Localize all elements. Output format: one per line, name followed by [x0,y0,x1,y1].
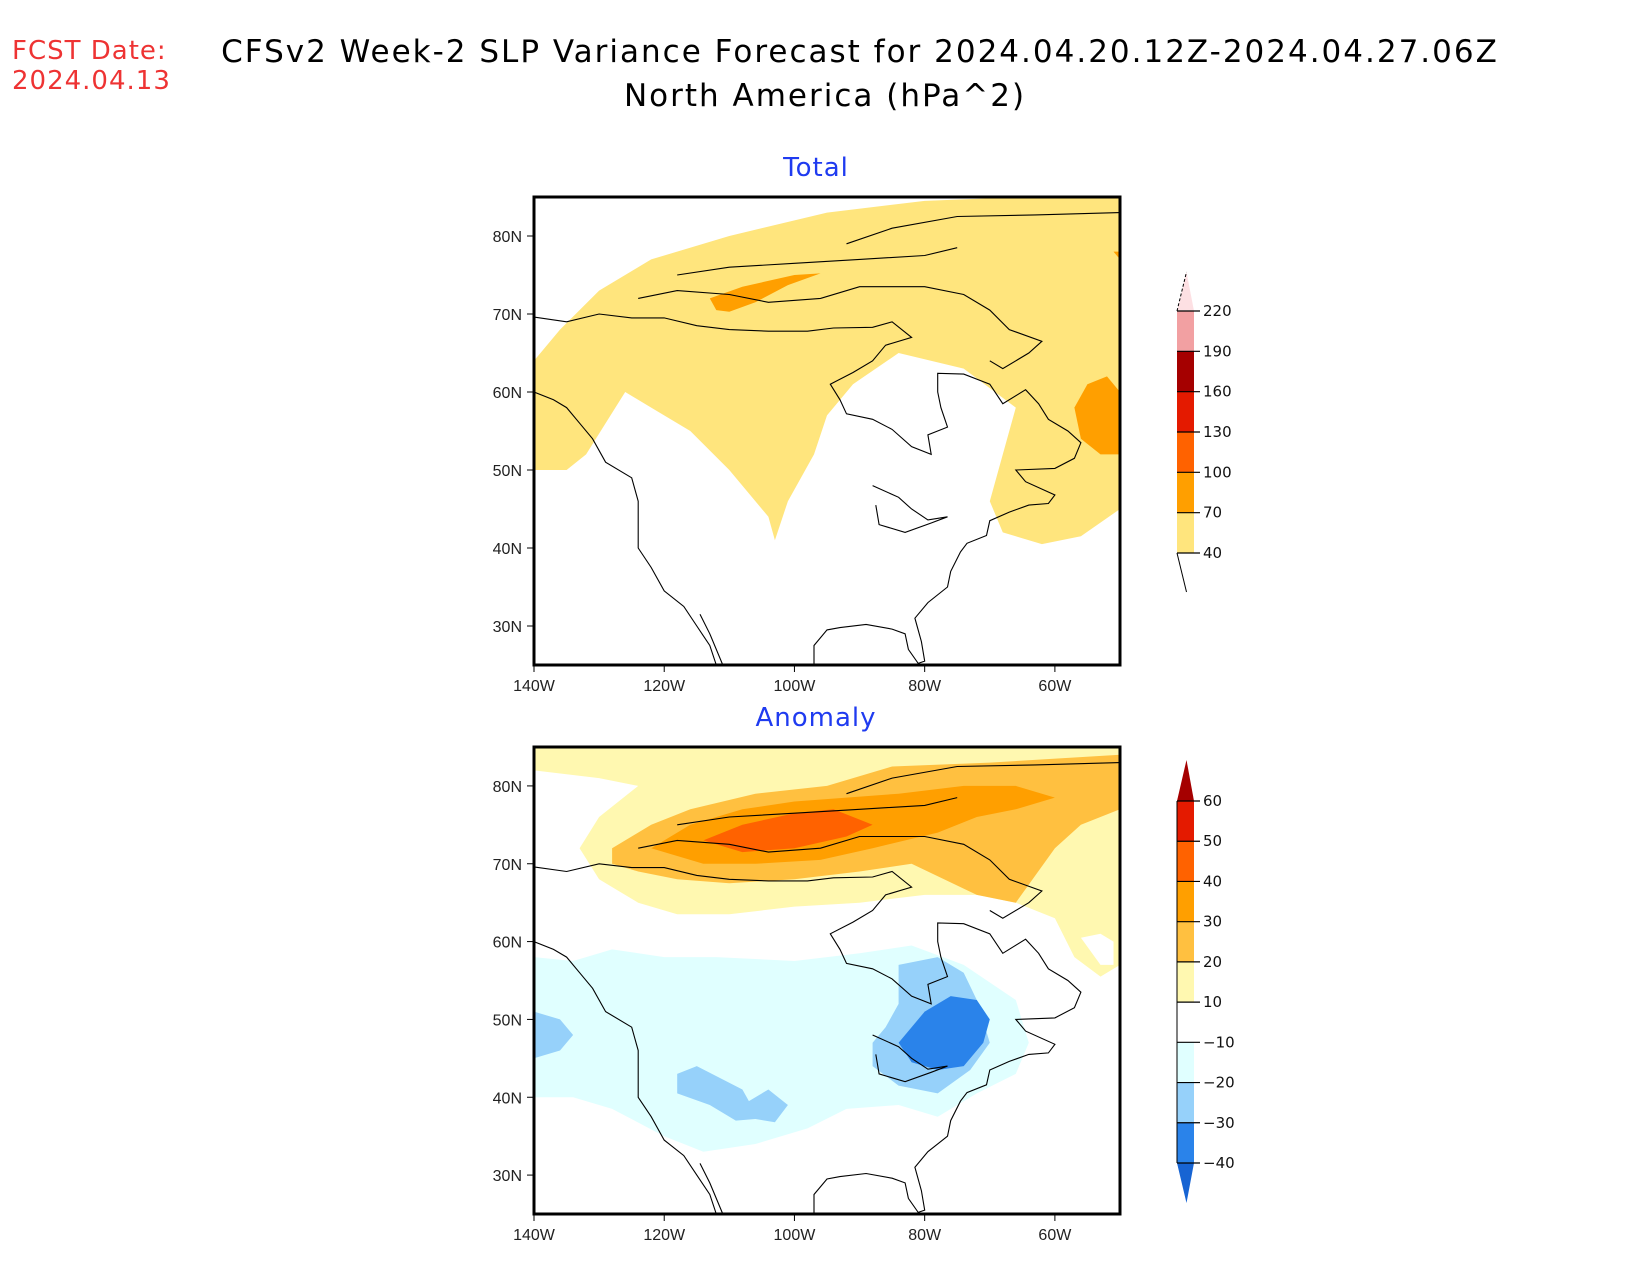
colorbar-bin [1177,351,1194,392]
main-title: CFSv2 Week-2 SLP Variance Forecast for 2… [221,34,1499,70]
colorbar-label: −20 [1203,1074,1235,1092]
colorbar-bin [1177,311,1194,352]
colorbar-label: 220 [1203,302,1232,320]
coastline [872,485,948,533]
map-shading [534,747,1120,1214]
colorbar-bin [1177,1122,1194,1163]
coastline [534,863,1082,1214]
map-frame [532,195,1122,667]
colorbar-label: 160 [1203,383,1232,401]
lon-tick-label: 120W [643,1227,686,1244]
colorbar-bin [1177,391,1194,432]
fcst-date-value: 2024.04.13 [12,66,171,96]
colorbar-bin [1177,1082,1194,1123]
coastline [534,941,717,1214]
lat-tick-label: 60N [493,385,522,402]
colorbar-label: 60 [1203,792,1222,810]
colorbar-bottom-edge [1176,552,1187,593]
coastline [677,797,958,826]
contour-fill [709,273,821,312]
lon-tick-label: 80W [908,678,942,695]
lat-tick-label: 30N [493,619,522,636]
lon-tick-label: 100W [774,678,817,695]
lon-tick-label: 60W [1038,1227,1072,1244]
contour-fill [534,197,1120,545]
colorbar-bin [1177,801,1194,842]
colorbar-bin [1177,961,1194,1003]
lon-tick-label: 140W [513,1227,556,1244]
colorbar-label: 100 [1203,463,1232,481]
colorbar-bin [1177,921,1194,962]
panel-title-anomaly: Anomaly [755,703,877,733]
colorbar-bin [1177,1002,1194,1043]
lon-tick-label: 120W [643,678,686,695]
lon-tick-label: 80W [908,1227,942,1244]
fcst-date-label: FCST Date: [12,36,167,66]
lat-tick-label: 60N [493,935,522,952]
colorbar-label: 40 [1203,544,1222,562]
panel-title-total: Total [783,153,849,183]
lon-tick-label: 140W [513,678,556,695]
contour-fill [1113,251,1120,260]
lat-tick-label: 30N [493,1168,522,1185]
colorbar-label: 40 [1203,872,1222,890]
contour-fill [898,996,990,1070]
coastline [846,212,1120,245]
colorbar-bin [1177,1042,1194,1083]
colorbar-bin [1177,432,1194,473]
coastline [638,286,1043,370]
lat-tick-label: 70N [493,857,522,874]
contour-fill [1080,933,1114,965]
lat-tick-label: 40N [493,541,522,558]
colorbar-label: 50 [1203,832,1222,850]
colorbar-top-edge [1176,271,1187,312]
colorbar-total: 40 70 100 130 160 190 220 [1176,271,1232,593]
lon-tick-label: 60W [1038,678,1072,695]
contour-fill [677,1066,788,1123]
lat-tick-label: 80N [493,779,522,796]
colorbar-anomaly: −40 −30 −20 −10 10 20 30 40 50 60 [1176,760,1235,1203]
colorbar-label: 130 [1203,423,1232,441]
colorbar-label: 190 [1203,342,1232,360]
colorbar-bin [1177,472,1194,513]
lat-tick-label: 70N [493,307,522,324]
colorbar-label: 20 [1203,953,1222,971]
lat-tick-label: 80N [493,229,522,246]
lat-tick-label: 40N [493,1090,522,1107]
contour-fill [703,809,873,853]
colorbar-bin [1177,881,1194,922]
colorbar-bottom-triangle [1177,1163,1194,1203]
colorbar-bin [1177,841,1194,882]
coastline [677,247,958,276]
colorbar-bin [1177,512,1194,553]
coastline [638,835,1043,919]
total-map: 80N 70N 60N 50N 40N 30N 140W 120W 100W 80W 60W 40 70… [493,195,1232,695]
colorbar-label: 30 [1203,913,1222,931]
lat-tick-label: 50N [493,463,522,480]
coastline [846,762,1120,795]
contour-fill [1074,376,1120,455]
colorbar-label: −10 [1203,1033,1235,1051]
colorbar-label: 10 [1203,993,1222,1011]
map-frame [532,745,1122,1216]
subtitle: North America (hPa^2) [623,78,1027,114]
coastline [534,313,1082,665]
coastline [699,614,724,665]
colorbar-label: 70 [1203,504,1222,522]
lat-tick-label: 50N [493,1012,522,1029]
map-shading [534,197,1120,665]
coastline [872,1034,948,1083]
colorbar-top-triangle [1177,272,1194,311]
colorbar-top-triangle [1177,760,1194,801]
colorbar-label: −40 [1203,1154,1235,1172]
contour-fill [534,1011,574,1059]
coastline [699,1163,724,1214]
lon-tick-label: 100W [774,1227,817,1244]
coastline [534,391,717,665]
colorbar-label: −30 [1203,1114,1235,1132]
